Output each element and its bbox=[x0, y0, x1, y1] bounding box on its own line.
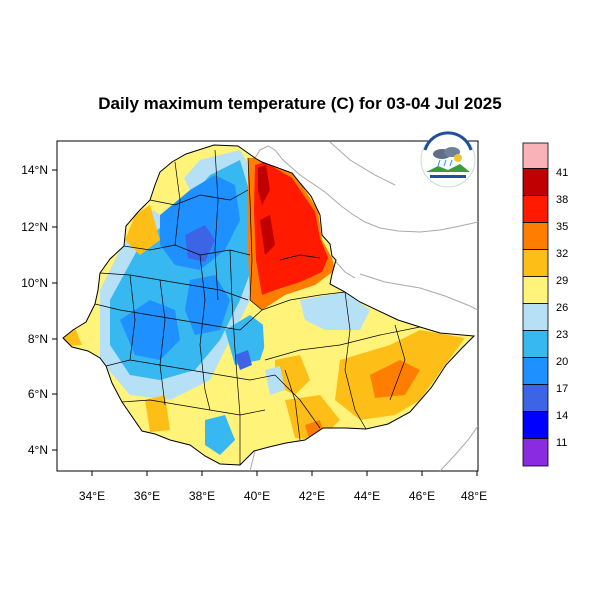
lon-tick-label: 46°E bbox=[409, 489, 435, 503]
colorbar-label: 26 bbox=[556, 302, 568, 314]
colorbar-swatch bbox=[522, 276, 549, 304]
colorbar-swatch bbox=[522, 142, 549, 169]
colorbar-swatch bbox=[522, 330, 549, 358]
colorbar-label: 29 bbox=[556, 275, 568, 287]
lon-tick-label: 48°E bbox=[461, 489, 487, 503]
colorbar-swatch bbox=[522, 195, 549, 223]
colorbar-label: 20 bbox=[556, 356, 568, 368]
lat-tick-label: 6°N bbox=[28, 387, 48, 401]
axis-ticks bbox=[52, 169, 478, 476]
ethiopia-outline bbox=[62, 144, 476, 466]
colorbar-swatch bbox=[522, 249, 549, 277]
lat-tick-label: 12°N bbox=[21, 220, 48, 234]
colorbar-label: 17 bbox=[556, 383, 568, 395]
map-title: Daily maximum temperature (C) for 03-04 … bbox=[98, 94, 502, 113]
colorbar-swatch bbox=[522, 303, 549, 331]
lat-tick-label: 4°N bbox=[28, 443, 48, 457]
colorbar-label: 38 bbox=[556, 194, 568, 206]
lon-tick-label: 40°E bbox=[244, 489, 270, 503]
neighbor-borders bbox=[249, 141, 478, 471]
lat-tick-label: 8°N bbox=[28, 332, 48, 346]
colorbar-swatch bbox=[522, 438, 549, 467]
colorbar-label: 41 bbox=[556, 167, 568, 179]
lon-tick-label: 38°E bbox=[189, 489, 215, 503]
colorbar-swatch bbox=[522, 168, 549, 196]
colorbar-label: 35 bbox=[556, 221, 568, 233]
colorbar-swatch bbox=[522, 357, 549, 385]
colorbar-label: 23 bbox=[556, 329, 568, 341]
lon-tick-label: 44°E bbox=[354, 489, 380, 503]
lon-tick-label: 42°E bbox=[299, 489, 325, 503]
colorbar-label: 32 bbox=[556, 248, 568, 260]
lat-tick-label: 14°N bbox=[21, 163, 48, 177]
admin-boundaries bbox=[94, 149, 421, 465]
colorbar: 41 38 35 32 29 26 23 20 17 14 11 bbox=[522, 142, 568, 467]
colorbar-swatch bbox=[522, 384, 549, 412]
ethiopian-meteorology-institute-logo bbox=[420, 131, 476, 188]
temperature-field bbox=[63, 145, 474, 465]
lon-tick-label: 36°E bbox=[134, 489, 160, 503]
lon-tick-label: 34°E bbox=[79, 489, 105, 503]
colorbar-swatch bbox=[522, 411, 549, 439]
colorbar-swatch bbox=[522, 222, 549, 250]
lat-tick-label: 10°N bbox=[21, 276, 48, 290]
colorbar-label: 11 bbox=[556, 437, 567, 449]
colorbar-label: 14 bbox=[556, 410, 568, 422]
